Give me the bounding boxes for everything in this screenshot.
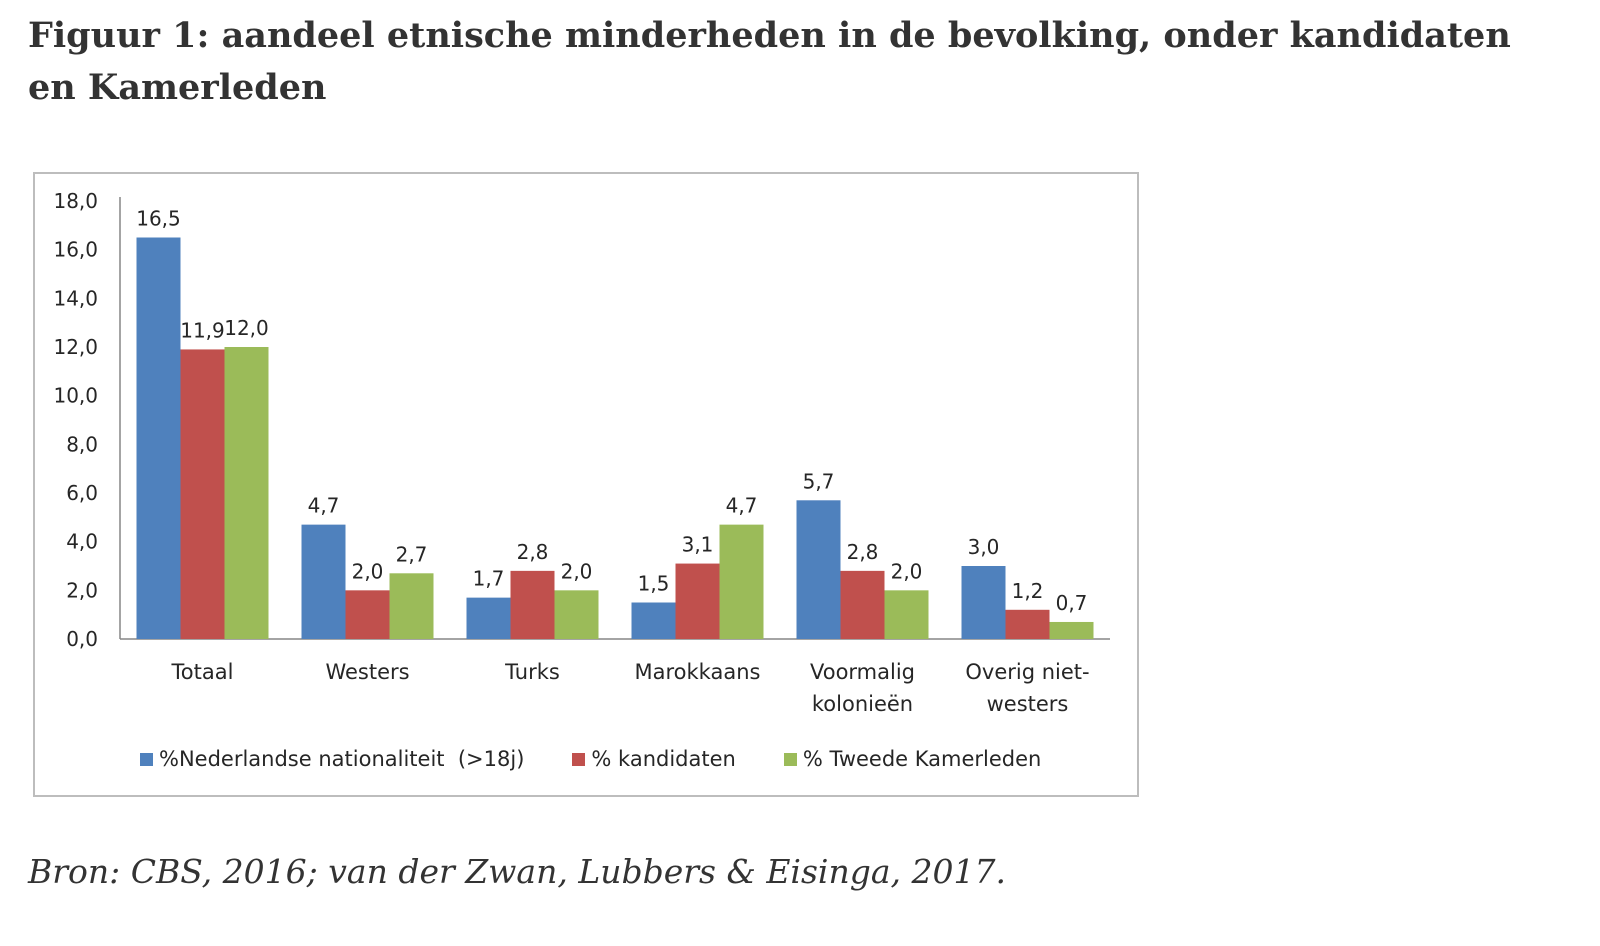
x-tick-label: Overig niet- [965,660,1089,684]
data-label: 4,7 [726,494,758,518]
bar [554,590,599,639]
data-label: 0,7 [1056,591,1088,615]
bar [631,602,676,639]
data-label: 2,0 [561,559,593,583]
x-tick-label: Marokkaans [635,660,761,684]
data-label: 2,7 [396,542,428,566]
bar [1049,621,1094,639]
data-label: 1,5 [638,572,670,596]
figure-title: Figuur 1: aandeel etnische minderheden i… [28,15,1511,108]
y-tick-label: 18,0 [53,189,98,213]
data-label: 12,0 [224,316,269,340]
data-label: 3,1 [682,533,714,557]
source-note: Bron: CBS, 2016; van der Zwan, Lubbers &… [28,852,1006,891]
chart-frame: 0,0 2,0 4,0 6,0 8,0 10,0 12,0 14,0 16,0 18,0 16,5 1… [33,172,1139,797]
bar [510,570,555,639]
legend-label: % Tweede Kamerleden [802,747,1042,771]
legend-swatch [140,752,153,766]
bar [796,500,841,639]
bar [884,590,929,639]
data-label: 5,7 [803,469,835,493]
x-tick-label: kolonieën [812,692,913,716]
legend-label: %Nederlandse nationaliteit (>18j) [159,747,525,771]
y-tick-label: 8,0 [66,432,98,456]
y-tick-label: 14,0 [53,286,98,310]
y-tick-label: 0,0 [66,627,98,651]
bar-chart: 0,0 2,0 4,0 6,0 8,0 10,0 12,0 14,0 16,0 18,0 16,5 1… [53,189,1110,716]
y-tick-label: 12,0 [53,335,98,359]
data-label: 2,0 [352,559,384,583]
legend-label: % kandidaten [591,747,736,771]
bar [675,563,720,639]
y-tick-label: 2,0 [66,578,98,602]
data-label: 1,7 [473,567,505,591]
data-label: 16,5 [136,207,181,231]
y-tick-label: 10,0 [53,384,98,408]
y-tick-label: 4,0 [66,530,98,554]
x-tick-label: Totaal [171,660,234,684]
legend-item: % kandidaten [572,747,736,771]
x-tick-label: Voormalig [810,660,915,684]
chart-legend: %Nederlandse nationaliteit (>18j) % kandi… [140,744,1089,774]
y-tick-label: 16,0 [53,238,98,262]
data-label: 2,8 [517,540,549,564]
data-label: 1,2 [1012,579,1044,603]
data-label: 11,9 [180,318,225,342]
legend-swatch [572,752,586,766]
data-label: 4,7 [308,494,340,518]
legend-item: %Nederlandse nationaliteit (>18j) [140,747,524,771]
bar [840,570,885,639]
y-tick-label: 6,0 [66,481,98,505]
legend-swatch [783,752,797,766]
bar [224,347,269,639]
bar [180,349,225,639]
bar [389,573,434,639]
data-label: 3,0 [968,535,1000,559]
x-tick-label: Turks [504,660,560,684]
x-tick-label: Westers [325,660,409,684]
x-tick-label: westers [987,692,1069,716]
data-label: 2,8 [847,540,879,564]
bar [301,524,346,639]
bar [1005,609,1050,639]
bar [345,590,390,639]
bar [719,524,764,639]
bar [961,566,1006,639]
legend-item: % Tweede Kamerleden [783,747,1042,771]
data-label: 2,0 [891,559,923,583]
bar [136,237,181,639]
bar [466,597,511,639]
